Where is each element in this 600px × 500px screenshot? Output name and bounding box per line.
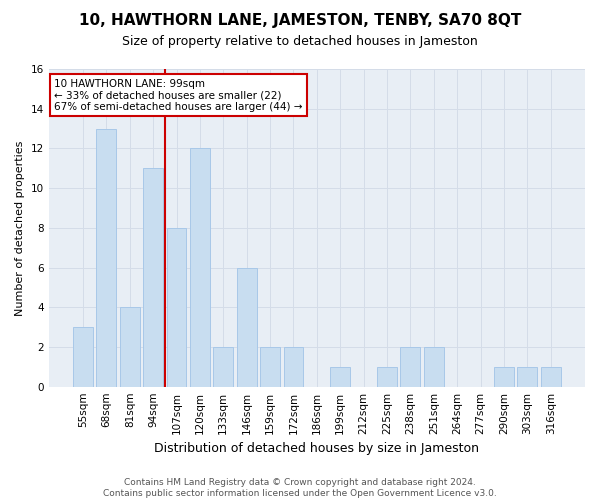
Y-axis label: Number of detached properties: Number of detached properties xyxy=(15,140,25,316)
Bar xyxy=(377,367,397,386)
Bar xyxy=(237,268,257,386)
Bar xyxy=(214,347,233,387)
Bar xyxy=(541,367,560,386)
Bar xyxy=(494,367,514,386)
Bar xyxy=(143,168,163,386)
Bar xyxy=(120,308,140,386)
Bar xyxy=(97,128,116,386)
Bar xyxy=(190,148,210,386)
Bar xyxy=(330,367,350,386)
Text: 10, HAWTHORN LANE, JAMESTON, TENBY, SA70 8QT: 10, HAWTHORN LANE, JAMESTON, TENBY, SA70… xyxy=(79,12,521,28)
Bar xyxy=(400,347,421,387)
Bar xyxy=(260,347,280,387)
Bar xyxy=(167,228,187,386)
Text: 10 HAWTHORN LANE: 99sqm
← 33% of detached houses are smaller (22)
67% of semi-de: 10 HAWTHORN LANE: 99sqm ← 33% of detache… xyxy=(54,78,302,112)
Text: Size of property relative to detached houses in Jameston: Size of property relative to detached ho… xyxy=(122,35,478,48)
Bar xyxy=(424,347,443,387)
X-axis label: Distribution of detached houses by size in Jameston: Distribution of detached houses by size … xyxy=(154,442,479,455)
Bar xyxy=(73,327,93,386)
Bar xyxy=(284,347,304,387)
Text: Contains HM Land Registry data © Crown copyright and database right 2024.
Contai: Contains HM Land Registry data © Crown c… xyxy=(103,478,497,498)
Bar xyxy=(517,367,537,386)
